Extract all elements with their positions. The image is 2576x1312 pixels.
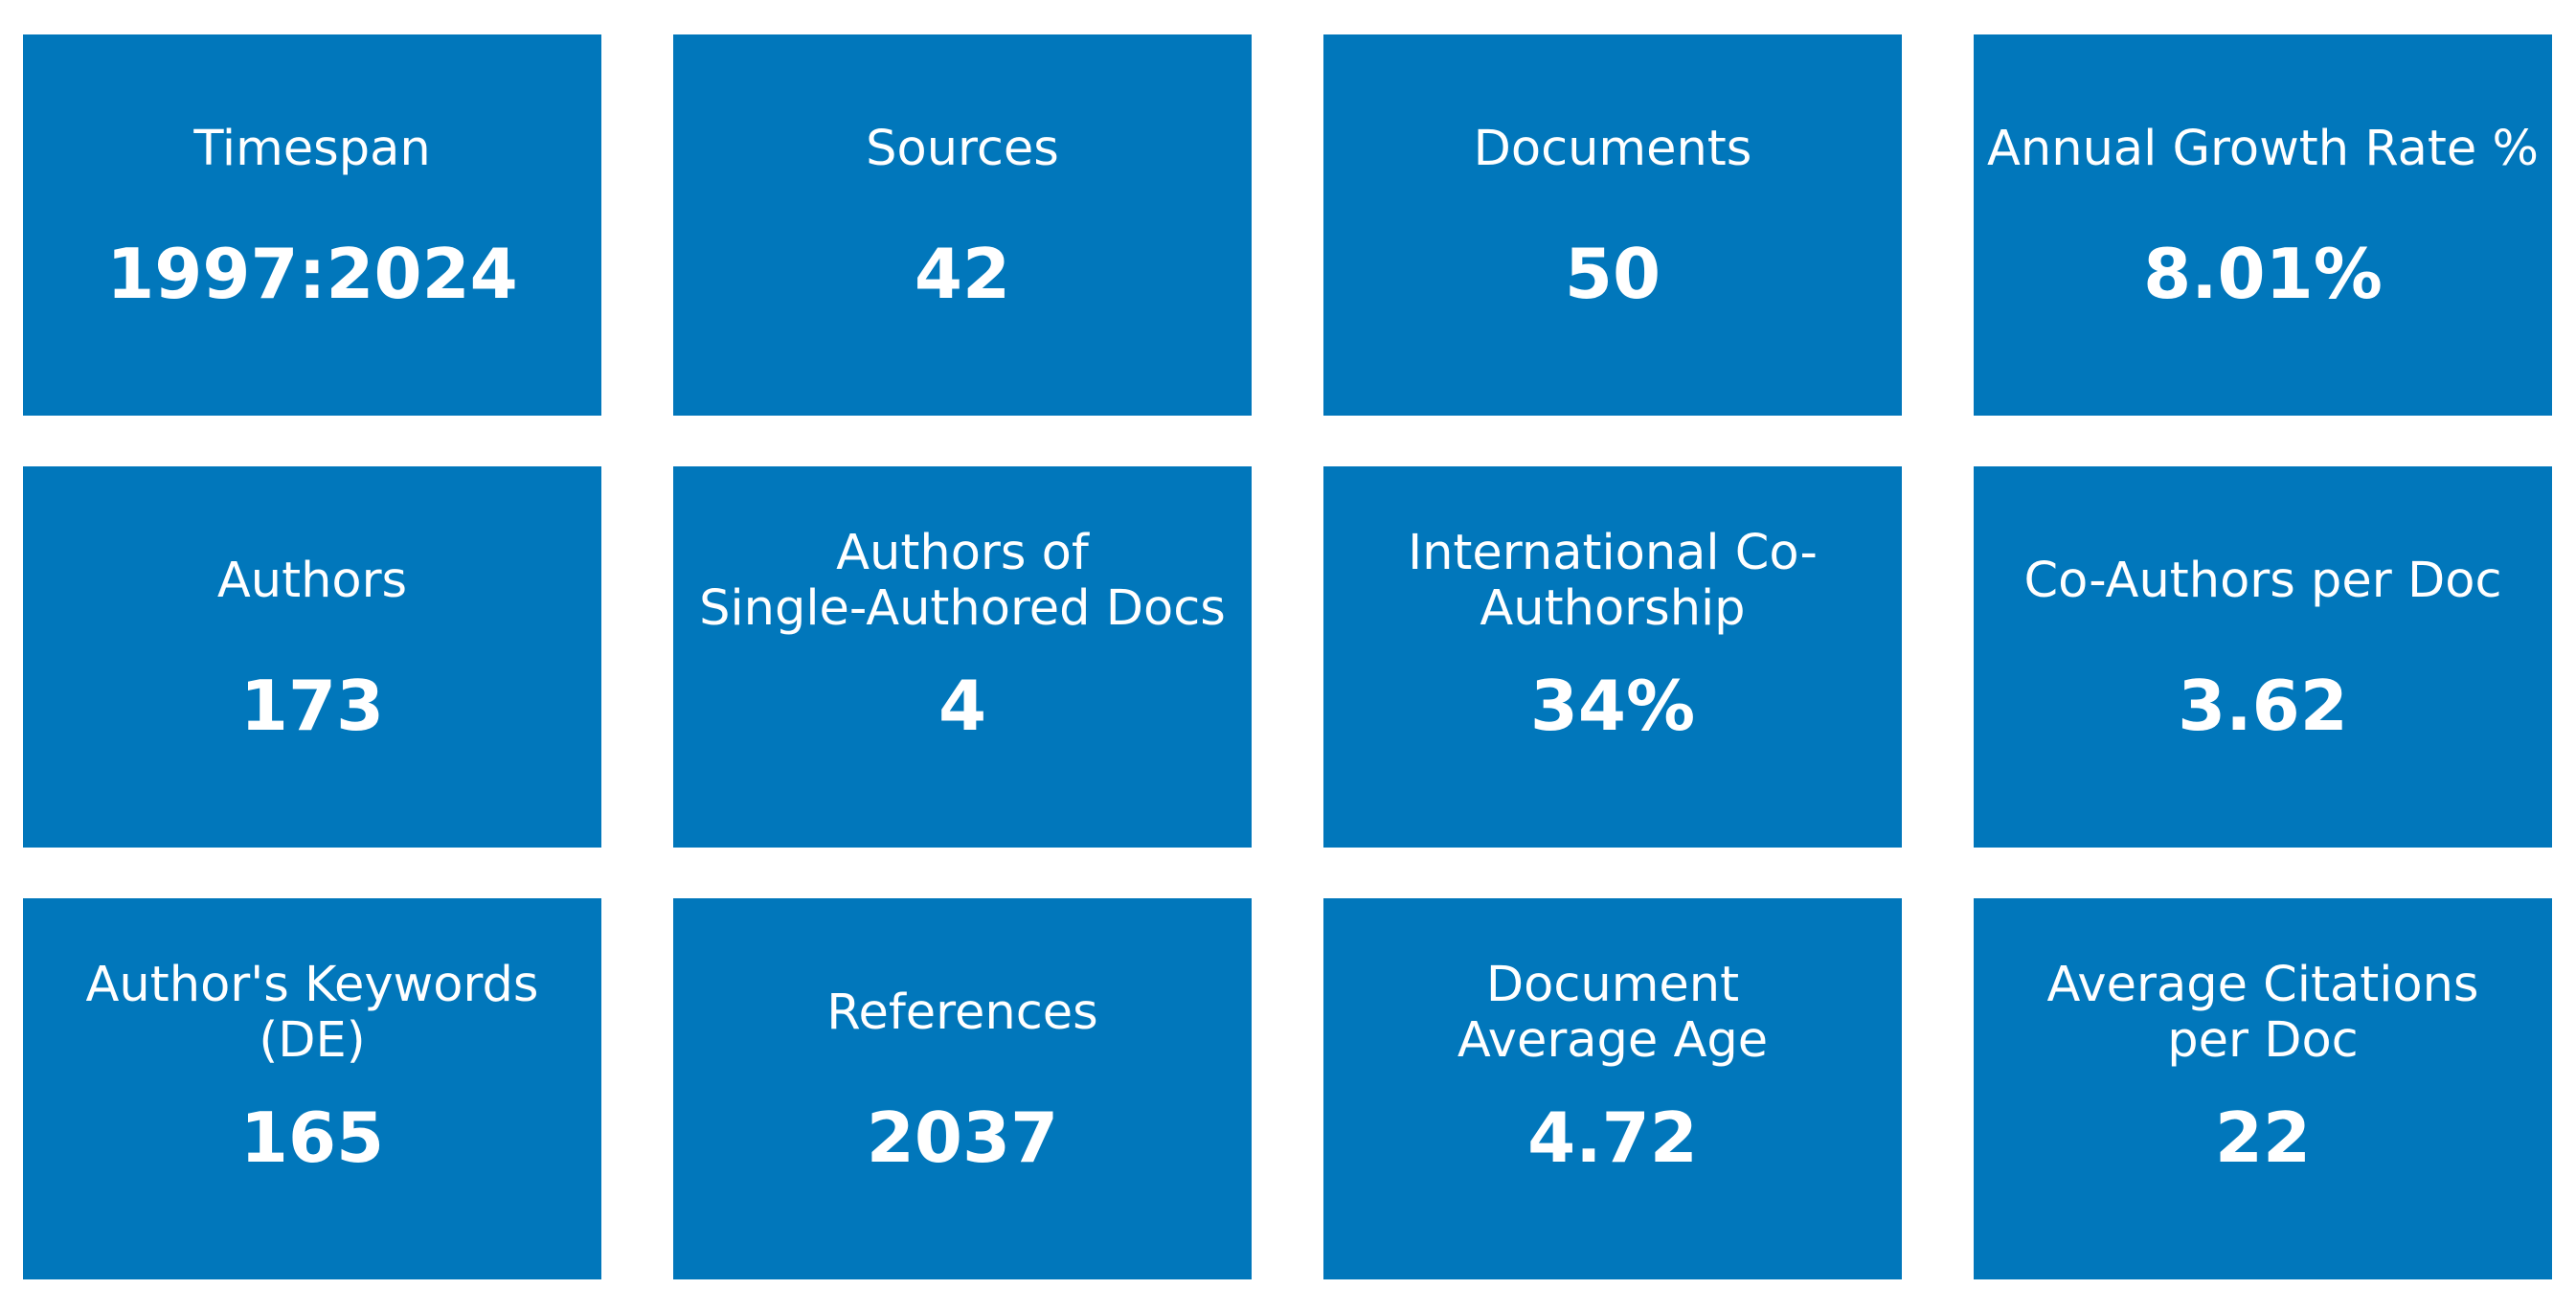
card-value: 2037 — [866, 1097, 1059, 1178]
card-value: 50 — [1564, 234, 1661, 314]
card-value: 22 — [2214, 1097, 2312, 1178]
card-label: Authors — [216, 553, 408, 609]
card-value: 1997:2024 — [106, 234, 518, 314]
card-value: 173 — [239, 666, 385, 746]
card-label: Authors of Single-Authored Docs — [699, 525, 1226, 637]
card-label: Sources — [866, 121, 1059, 177]
card-value: 34% — [1529, 666, 1696, 746]
card-international-coauthorship: International Co- Authorship 34% — [1323, 466, 1902, 848]
card-documents: Documents 50 — [1323, 34, 1902, 416]
card-value: 42 — [914, 234, 1011, 314]
card-value: 165 — [239, 1097, 385, 1178]
card-value: 4 — [938, 666, 987, 746]
card-label: Author's Keywords (DE) — [85, 957, 539, 1069]
card-average-citations: Average Citations per Doc 22 — [1974, 898, 2552, 1279]
card-coauthors-per-doc: Co-Authors per Doc 3.62 — [1974, 466, 2552, 848]
card-author-keywords: Author's Keywords (DE) 165 — [23, 898, 601, 1279]
card-label: Document Average Age — [1457, 957, 1769, 1069]
card-value: 8.01% — [2143, 234, 2383, 314]
card-value: 4.72 — [1527, 1097, 1698, 1178]
card-authors-single-authored: Authors of Single-Authored Docs 4 — [673, 466, 1252, 848]
card-document-average-age: Document Average Age 4.72 — [1323, 898, 1902, 1279]
card-timespan: Timespan 1997:2024 — [23, 34, 601, 416]
card-label: Documents — [1473, 121, 1752, 177]
card-label: International Co- Authorship — [1408, 525, 1818, 637]
card-label: References — [826, 984, 1098, 1041]
summary-cards-grid: Timespan 1997:2024 Sources 42 Documents … — [23, 34, 2552, 1279]
card-authors: Authors 173 — [23, 466, 601, 848]
card-value: 3.62 — [2178, 666, 2348, 746]
card-label: Average Citations per Doc — [2046, 957, 2479, 1069]
card-label: Timespan — [193, 121, 431, 177]
card-references: References 2037 — [673, 898, 1252, 1279]
card-label: Annual Growth Rate % — [1987, 121, 2539, 177]
card-annual-growth-rate: Annual Growth Rate % 8.01% — [1974, 34, 2552, 416]
card-sources: Sources 42 — [673, 34, 1252, 416]
card-label: Co-Authors per Doc — [2023, 553, 2502, 609]
